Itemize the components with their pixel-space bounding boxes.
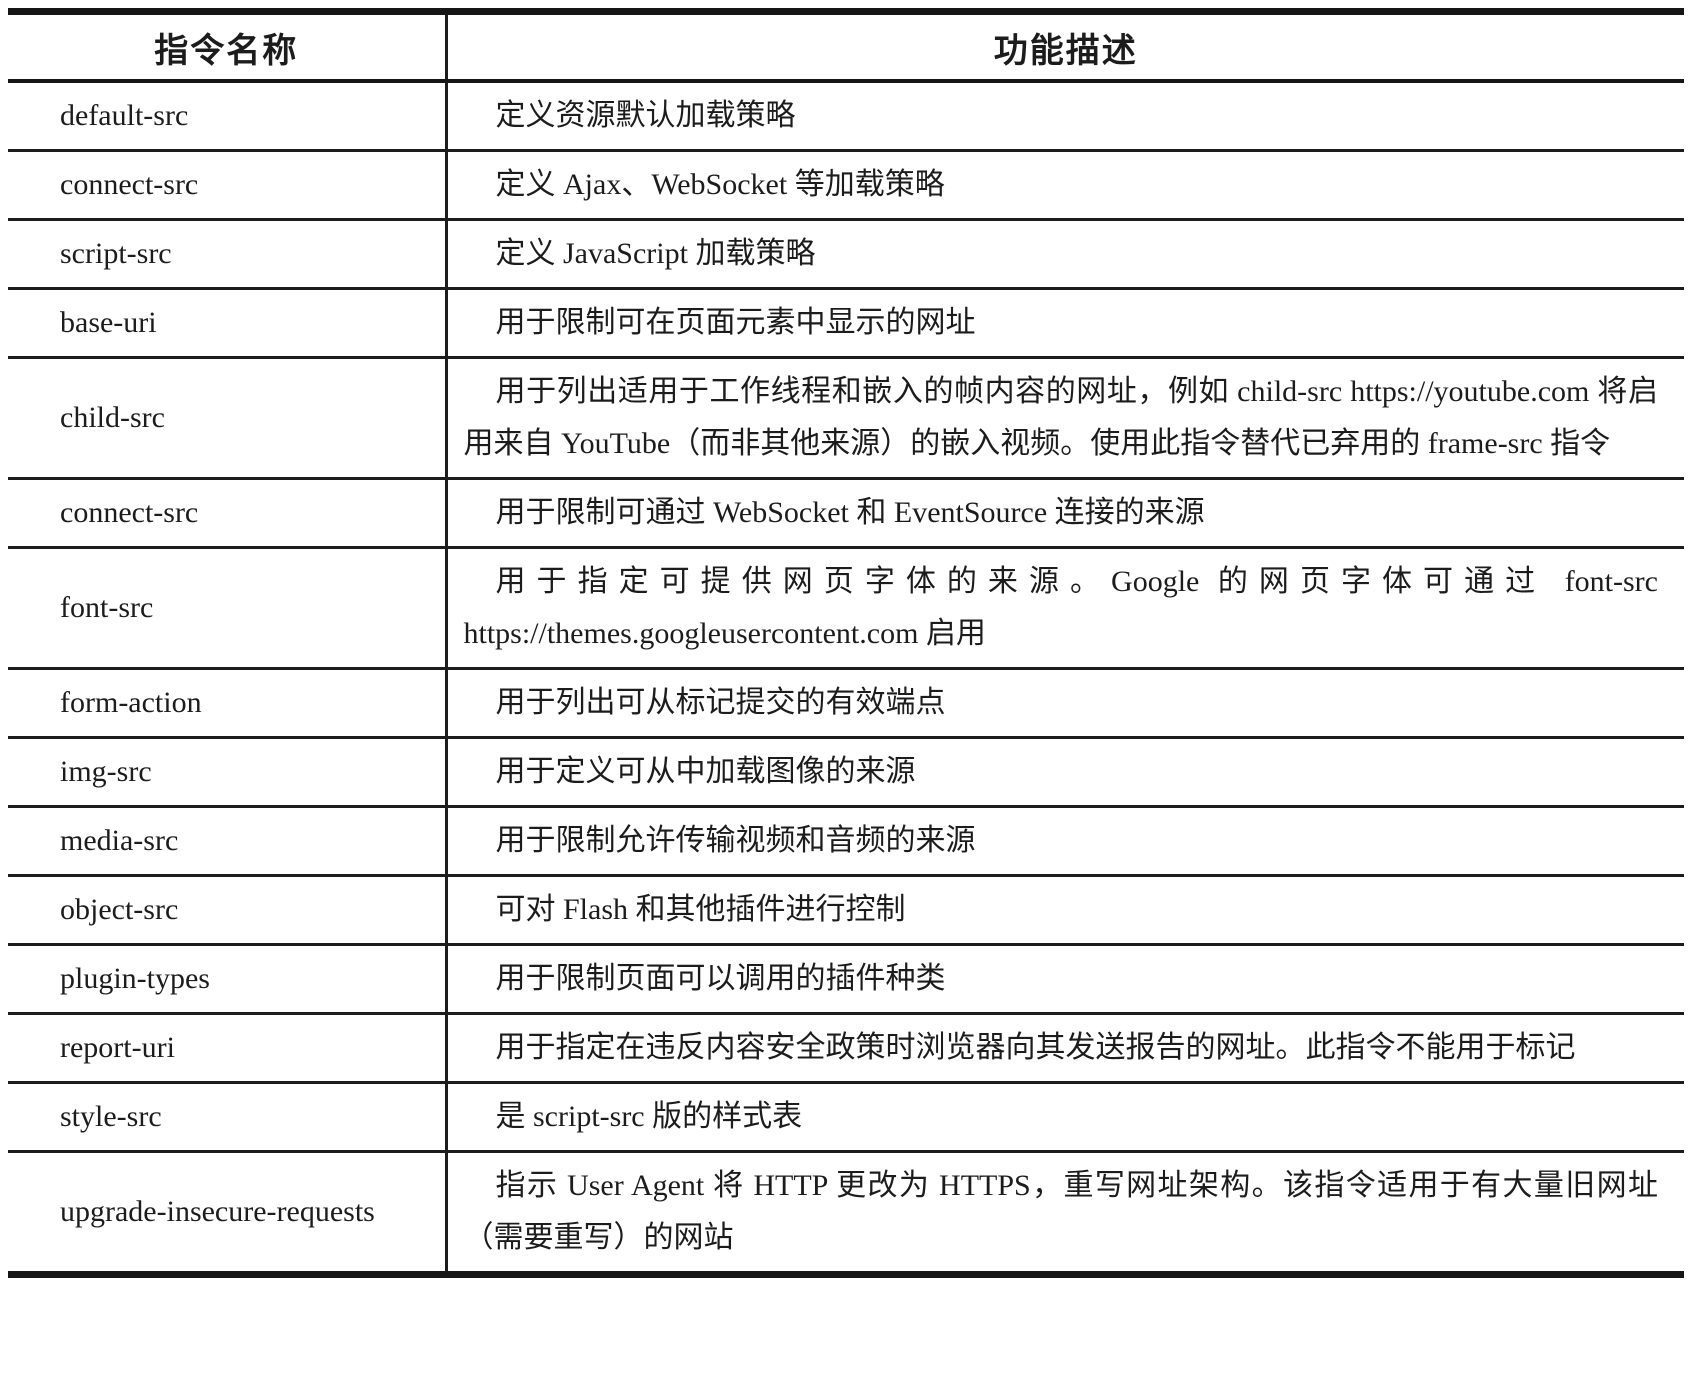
table-row: base-uri 用于限制可在页面元素中显示的网址 <box>8 288 1684 359</box>
table-row: script-src 定义 JavaScript 加载策略 <box>8 219 1684 290</box>
directive-description: 指示 User Agent 将 HTTP 更改为 HTTPS，重写网址架构。该指… <box>446 1151 1684 1276</box>
directive-name: upgrade-insecure-requests <box>8 1151 448 1276</box>
directive-description: 用于定义可从中加载图像的来源 <box>446 737 1684 808</box>
directive-description: 用于指定可提供网页字体的来源。Google 的网页字体可通过 font-src … <box>446 547 1684 670</box>
directive-name: child-src <box>8 357 448 480</box>
table-row: report-uri 用于指定在违反内容安全政策时浏览器向其发送报告的网址。此指… <box>8 1013 1684 1084</box>
directive-name: font-src <box>8 547 448 670</box>
directive-description: 是 script-src 版的样式表 <box>446 1082 1684 1153</box>
directive-name: form-action <box>8 668 448 739</box>
table-row: plugin-types 用于限制页面可以调用的插件种类 <box>8 944 1684 1015</box>
directive-name: connect-src <box>8 478 448 549</box>
csp-directives-table: 指令名称 功能描述 default-src 定义资源默认加载策略 connect… <box>8 8 1684 1278</box>
directive-name: connect-src <box>8 150 448 221</box>
column-header-directive: 指令名称 <box>8 11 448 83</box>
table-row: style-src 是 script-src 版的样式表 <box>8 1082 1684 1153</box>
table-row: upgrade-insecure-requests 指示 User Agent … <box>8 1151 1684 1276</box>
table-row: connect-src 定义 Ajax、WebSocket 等加载策略 <box>8 150 1684 221</box>
directive-name: base-uri <box>8 288 448 359</box>
directive-description: 用于限制可在页面元素中显示的网址 <box>446 288 1684 359</box>
directive-name: object-src <box>8 875 448 946</box>
directive-name: default-src <box>8 81 448 152</box>
directive-description: 定义资源默认加载策略 <box>446 81 1684 152</box>
directive-description: 用于限制页面可以调用的插件种类 <box>446 944 1684 1015</box>
table-header-row: 指令名称 功能描述 <box>8 11 1684 83</box>
column-header-description: 功能描述 <box>446 11 1684 83</box>
directive-name: script-src <box>8 219 448 290</box>
directive-description: 定义 Ajax、WebSocket 等加载策略 <box>446 150 1684 221</box>
directive-name: media-src <box>8 806 448 877</box>
directive-description: 可对 Flash 和其他插件进行控制 <box>446 875 1684 946</box>
table-row: object-src 可对 Flash 和其他插件进行控制 <box>8 875 1684 946</box>
directive-description: 定义 JavaScript 加载策略 <box>446 219 1684 290</box>
directive-description: 用于限制可通过 WebSocket 和 EventSource 连接的来源 <box>446 478 1684 549</box>
table-row: media-src 用于限制允许传输视频和音频的来源 <box>8 806 1684 877</box>
directive-name: plugin-types <box>8 944 448 1015</box>
directive-description: 用于列出可从标记提交的有效端点 <box>446 668 1684 739</box>
table-row: font-src 用于指定可提供网页字体的来源。Google 的网页字体可通过 … <box>8 547 1684 670</box>
table-row: connect-src 用于限制可通过 WebSocket 和 EventSou… <box>8 478 1684 549</box>
table-row: child-src 用于列出适用于工作线程和嵌入的帧内容的网址，例如 child… <box>8 357 1684 480</box>
table-row: form-action 用于列出可从标记提交的有效端点 <box>8 668 1684 739</box>
directive-name: img-src <box>8 737 448 808</box>
table-row: img-src 用于定义可从中加载图像的来源 <box>8 737 1684 808</box>
table-row: default-src 定义资源默认加载策略 <box>8 81 1684 152</box>
directive-name: style-src <box>8 1082 448 1153</box>
directive-description: 用于指定在违反内容安全政策时浏览器向其发送报告的网址。此指令不能用于标记 <box>446 1013 1684 1084</box>
directive-description: 用于列出适用于工作线程和嵌入的帧内容的网址，例如 child-src https… <box>446 357 1684 480</box>
directive-description: 用于限制允许传输视频和音频的来源 <box>446 806 1684 877</box>
directive-name: report-uri <box>8 1013 448 1084</box>
